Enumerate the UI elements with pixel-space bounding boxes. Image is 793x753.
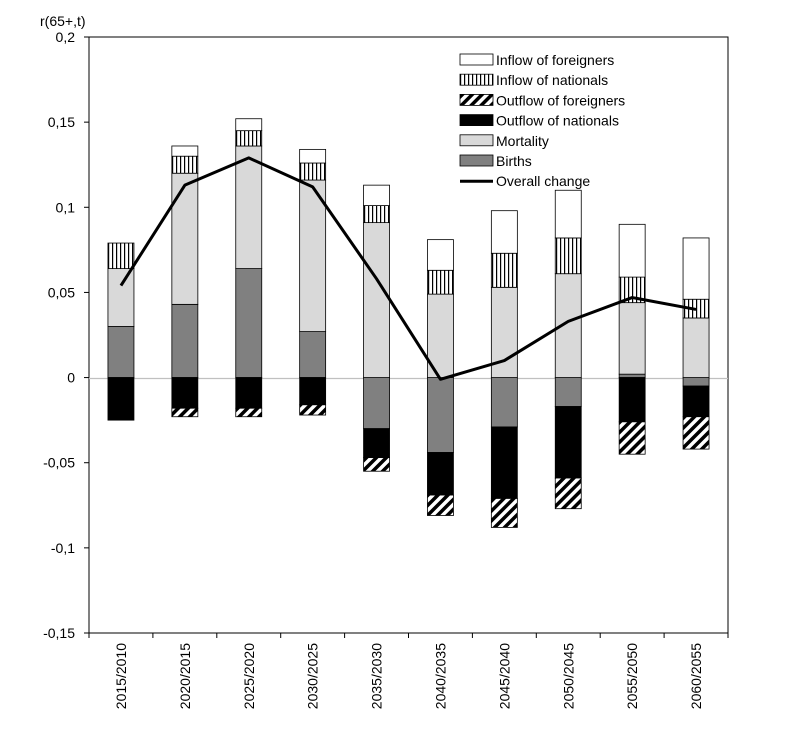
bar-inflow-of-nationals [299,162,327,181]
bar-inflow-of-nationals [490,252,518,288]
bar-outflow-of-foreigners [363,457,390,472]
x-tick-label: 2040/2035 [432,643,448,709]
legend-swatch-inflow-of-nationals [459,73,494,86]
bar-outflow-of-nationals [554,406,582,479]
bar-mortality [363,222,390,378]
y-tick-label: 0,1 [56,199,76,215]
bar-inflow-of-foreigners [363,184,390,206]
legend-label: Outflow of nationals [496,113,619,129]
bar-births [490,377,518,428]
legend-swatch-births [459,154,494,167]
x-tick-label: 2060/2055 [688,643,704,709]
bar-mortality [682,317,710,378]
bars [107,118,710,528]
bar-outflow-of-foreigners [171,407,199,418]
bar-outflow-of-foreigners [554,477,582,510]
legend-label: Overall change [496,173,590,189]
y-tick-label: 0 [67,370,75,386]
legend-label: Births [496,153,532,169]
bar-mortality [299,179,327,332]
bar-births [235,268,263,378]
bar-inflow-of-nationals [235,130,263,147]
bar-births [107,326,135,378]
y-axis-label: r(65+,t) [40,13,86,29]
legend-swatch-outflow-of-foreigners [459,94,494,106]
bar-inflow-of-foreigners [427,239,454,271]
bar-births [618,373,646,378]
bar-inflow-of-nationals [554,237,582,275]
bar-mortality [107,268,135,327]
bar-outflow-of-nationals [171,377,199,409]
bar-inflow-of-foreigners [171,145,199,157]
y-tick-label: -0,1 [51,540,75,556]
legend-swatch-mortality [459,134,494,147]
x-tick-label: 2050/2045 [560,643,576,709]
bar-outflow-of-nationals [618,377,646,423]
bar-births [299,331,327,378]
bar-outflow-of-nationals [107,377,135,421]
legend-label: Outflow of foreigners [496,92,625,108]
legend-swatch-outflow-of-nationals [459,114,494,126]
legend-label: Inflow of nationals [496,72,608,88]
bar-inflow-of-foreigners [682,237,710,300]
y-tick-label: 0,15 [48,114,75,130]
overall-change-line [119,156,697,381]
bar-inflow-of-foreigners [554,189,582,239]
bar-inflow-of-nationals [363,205,390,224]
bar-outflow-of-nationals [427,452,454,496]
y-axis-ticks: -0,15 -0,1 -0,05 0 0,05 0,1 0,15 0,2 [43,29,89,641]
bar-births [171,303,199,378]
legend-label: Mortality [496,133,549,149]
bar-births [363,377,390,430]
bar-inflow-of-foreigners [490,210,518,254]
bar-inflow-of-nationals [107,242,135,269]
bar-inflow-of-nationals [171,155,199,174]
x-tick-label: 2030/2025 [305,643,321,709]
x-tick-label: 2055/2050 [624,643,640,709]
legend: Inflow of foreigners Inflow of nationals O… [459,52,625,189]
bar-outflow-of-foreigners [490,498,518,528]
bar-outflow-of-foreigners [235,407,263,418]
y-tick-label: 0,2 [56,29,76,45]
x-tick-label: 2035/2030 [369,643,385,709]
bar-outflow-of-foreigners [618,421,646,455]
x-tick-label: 2045/2040 [496,643,512,709]
bar-births [682,377,710,387]
bar-outflow-of-nationals [682,385,710,418]
bar-outflow-of-foreigners [299,404,327,416]
bar-outflow-of-nationals [235,377,263,409]
legend-swatch-inflow-of-foreigners [459,53,494,66]
bar-outflow-of-nationals [363,428,390,459]
x-axis-ticks: 2015/2010 2020/2015 2025/2020 2030/2025 2035… [88,633,729,709]
y-tick-label: -0,05 [43,455,75,471]
legend-label: Inflow of foreigners [496,52,614,68]
bar-mortality [171,172,199,305]
bar-mortality [235,145,263,269]
x-tick-label: 2015/2010 [113,643,129,709]
x-tick-label: 2025/2020 [241,643,257,709]
bar-inflow-of-foreigners [618,223,646,278]
y-tick-label: -0,15 [43,625,75,641]
bar-inflow-of-foreigners [235,118,263,132]
bar-births [554,377,582,407]
bar-births [427,377,454,453]
bar-mortality [618,302,646,375]
bar-outflow-of-foreigners [427,494,454,516]
overall-change-polyline [119,156,697,381]
y-tick-label: 0,05 [48,284,75,300]
bar-inflow-of-foreigners [299,148,327,164]
x-tick-label: 2020/2015 [177,643,193,709]
bar-inflow-of-nationals [427,269,454,295]
bar-outflow-of-foreigners [682,416,710,450]
bar-outflow-of-nationals [490,426,518,499]
bar-outflow-of-nationals [299,377,327,406]
